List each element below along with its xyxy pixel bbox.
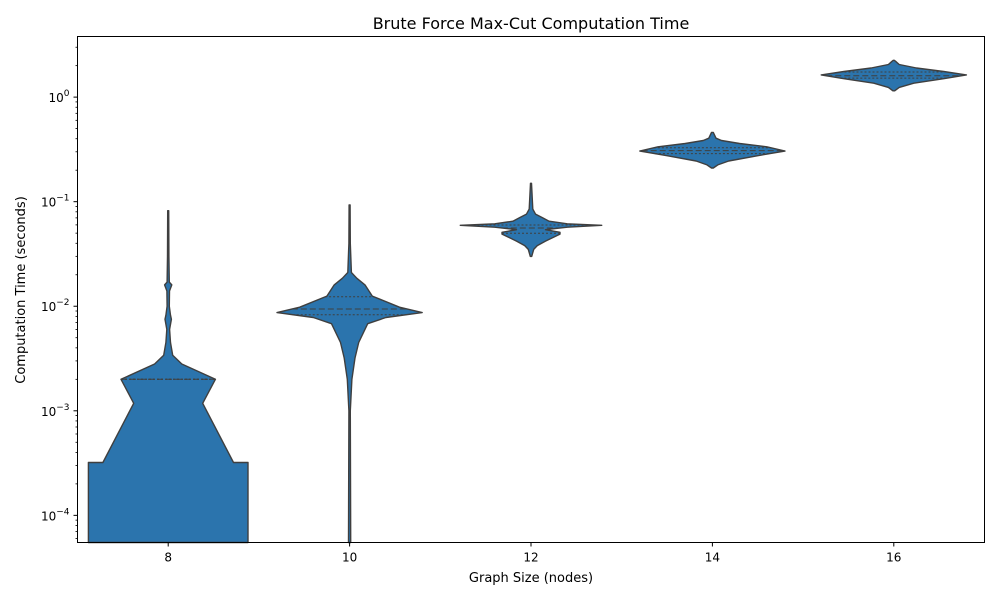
x-tick-label: 10 (342, 551, 357, 565)
violin-8 (87, 210, 249, 544)
x-axis-label: Graph Size (nodes) (469, 571, 593, 586)
y-tick-label: 10−3 (41, 403, 70, 419)
y-tick-label: 100 (48, 89, 69, 105)
y-axis-ticks: 10−4 10−3 10−2 10−1 100 (41, 46, 78, 539)
violin-12 (459, 182, 603, 258)
chart-title: Brute Force Max-Cut Computation Time (373, 14, 690, 33)
x-tick-label: 8 (164, 551, 172, 565)
violin-14 (639, 131, 786, 169)
violin-group (87, 59, 968, 544)
x-tick-label: 12 (523, 551, 538, 565)
y-axis-label: Computation Time (seconds) (14, 196, 29, 384)
x-axis-ticks: 8 10 12 14 16 (164, 542, 901, 565)
x-tick-label: 14 (705, 551, 720, 565)
y-tick-label: 10−1 (41, 194, 70, 210)
violin-10 (276, 204, 423, 544)
y-tick-label: 10−2 (41, 298, 70, 314)
plot-frame (77, 36, 985, 543)
y-tick-label: 10−4 (41, 507, 70, 523)
x-tick-label: 16 (886, 551, 901, 565)
